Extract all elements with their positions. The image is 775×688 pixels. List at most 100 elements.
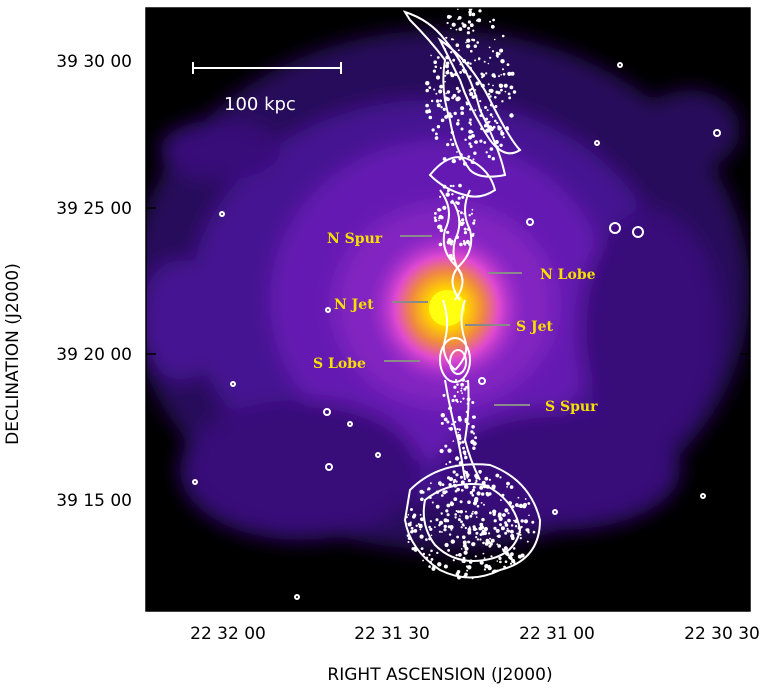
contour-speckle bbox=[463, 212, 466, 215]
contour-speckle bbox=[497, 126, 502, 131]
contour-speckle bbox=[459, 475, 463, 479]
contour-speckle bbox=[517, 496, 520, 499]
contour-speckle bbox=[438, 481, 442, 486]
contour-speckle bbox=[491, 116, 494, 118]
contour-speckle bbox=[492, 512, 496, 516]
contour-speckle bbox=[429, 527, 433, 531]
contour-speckle bbox=[474, 555, 477, 558]
contour-speckle bbox=[479, 485, 484, 490]
contour-speckle bbox=[456, 391, 459, 393]
contour-speckle bbox=[489, 511, 492, 515]
contour-speckle bbox=[467, 26, 471, 30]
contour-speckle bbox=[422, 552, 425, 556]
contour-speckle bbox=[474, 511, 478, 515]
contour-speckle bbox=[489, 88, 494, 93]
contour-speckle bbox=[447, 69, 449, 72]
contour-speckle bbox=[438, 242, 443, 247]
contour-speckle bbox=[504, 560, 508, 563]
contour-speckle bbox=[507, 529, 511, 533]
contour-speckle bbox=[439, 195, 442, 198]
contour-speckle bbox=[419, 489, 424, 494]
contour-speckle bbox=[466, 44, 471, 49]
contour-speckle bbox=[462, 240, 466, 243]
contour-speckle bbox=[440, 106, 443, 109]
contour-speckle bbox=[430, 54, 432, 57]
contour-speckle bbox=[455, 201, 458, 204]
contour-speckle bbox=[462, 59, 467, 63]
contour-speckle bbox=[466, 38, 471, 43]
contour-speckle bbox=[469, 514, 473, 518]
contour-speckle bbox=[487, 92, 491, 96]
contour-speckle bbox=[523, 519, 529, 524]
contour-speckle bbox=[410, 526, 414, 530]
contour-speckle bbox=[441, 494, 444, 497]
contour-speckle bbox=[429, 496, 432, 499]
contour-speckle bbox=[457, 49, 460, 52]
contour-speckle bbox=[467, 422, 470, 426]
contour-speckle bbox=[441, 483, 445, 486]
contour-speckle bbox=[478, 9, 482, 13]
contour-speckle bbox=[476, 538, 480, 541]
contour-speckle bbox=[461, 378, 466, 382]
contour-speckle bbox=[461, 489, 464, 492]
contour-speckle bbox=[510, 552, 514, 557]
contour-speckle bbox=[458, 157, 462, 161]
tick-marks bbox=[146, 8, 750, 611]
contour-speckle bbox=[450, 539, 455, 544]
contour-speckle bbox=[464, 455, 468, 460]
contour-speckle bbox=[474, 436, 477, 440]
contour-speckle bbox=[459, 500, 463, 504]
contour-speckle bbox=[495, 145, 499, 149]
contour-speckle bbox=[468, 214, 471, 217]
contour-speckle bbox=[519, 537, 522, 540]
contour-speckle bbox=[461, 440, 465, 444]
contour-speckle bbox=[463, 231, 468, 235]
contour-speckle bbox=[465, 410, 469, 414]
contour-speckle bbox=[493, 519, 497, 523]
contour-speckle bbox=[463, 464, 465, 466]
contour-speckle bbox=[483, 568, 486, 571]
contour-speckle bbox=[473, 151, 477, 155]
contour-speckle bbox=[464, 471, 469, 475]
contour-speckle bbox=[502, 72, 506, 76]
contour-speckle bbox=[473, 44, 477, 48]
contour-speckle bbox=[428, 553, 431, 557]
contour-speckle bbox=[451, 423, 454, 426]
contour-speckle bbox=[500, 73, 503, 76]
contour-speckle bbox=[450, 51, 453, 54]
contour-speckle bbox=[512, 560, 516, 564]
contour-speckle bbox=[518, 503, 524, 509]
contour-speckle bbox=[497, 91, 501, 95]
contour-speckle bbox=[444, 74, 447, 77]
contour-speckle bbox=[506, 481, 510, 486]
contour-speckle bbox=[456, 535, 459, 539]
contour-speckle bbox=[419, 534, 424, 539]
contour-speckle bbox=[452, 58, 456, 62]
contour-speckle bbox=[456, 427, 459, 431]
contour-speckle bbox=[522, 504, 527, 509]
contour-speckle bbox=[472, 432, 475, 435]
contour-speckle bbox=[458, 183, 462, 188]
contour-speckle bbox=[502, 136, 505, 139]
contour-speckle bbox=[491, 50, 495, 53]
contour-speckle bbox=[435, 75, 441, 80]
contour-speckle bbox=[463, 243, 467, 246]
contour-speckle bbox=[407, 541, 410, 543]
contour-speckle bbox=[486, 121, 490, 124]
contour-speckle bbox=[467, 540, 470, 544]
contour-speckle bbox=[466, 31, 470, 35]
contour-speckle bbox=[501, 100, 504, 103]
contour-speckle bbox=[504, 508, 509, 513]
contour-speckle bbox=[484, 542, 489, 546]
contour-speckle bbox=[446, 143, 450, 147]
contour-speckle bbox=[474, 109, 477, 112]
contour-speckle bbox=[431, 566, 436, 571]
contour-speckle bbox=[438, 89, 442, 93]
contour-speckle bbox=[483, 60, 486, 63]
contour-speckle bbox=[471, 95, 476, 99]
contour-speckle bbox=[459, 242, 463, 247]
contour-speckle bbox=[447, 448, 452, 453]
contour-speckle bbox=[433, 88, 436, 91]
x-tick-label: 22 32 00 bbox=[190, 624, 266, 644]
contour-speckle bbox=[506, 128, 510, 131]
